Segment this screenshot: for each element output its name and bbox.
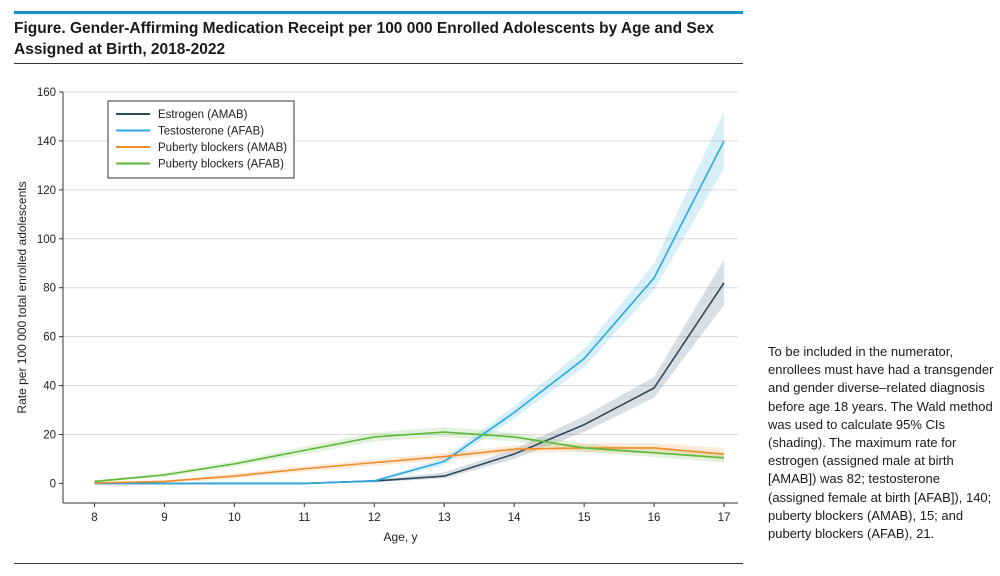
- figure-title: Figure. Gender-Affirming Medication Rece…: [14, 20, 714, 58]
- y-tick-label: 0: [50, 478, 56, 490]
- y-tick-label: 140: [37, 136, 56, 148]
- x-tick-label: 17: [718, 512, 731, 524]
- y-tick-label: 20: [43, 430, 56, 442]
- x-tick-label: 14: [508, 512, 521, 524]
- y-tick-label: 160: [37, 87, 56, 99]
- y-tick-label: 120: [37, 185, 56, 197]
- legend-label: Estrogen (AMAB): [158, 109, 248, 121]
- figure-note: To be included in the numerator, enrolle…: [768, 344, 994, 542]
- y-axis-label: Rate per 100 000 total enrolled adolesce…: [15, 181, 29, 413]
- ci-band: [94, 427, 725, 483]
- x-tick-label: 10: [228, 512, 241, 524]
- x-tick-label: 11: [298, 512, 310, 524]
- legend-label: Puberty blockers (AMAB): [158, 142, 287, 154]
- ci-band: [94, 443, 725, 484]
- x-tick-label: 16: [648, 512, 661, 524]
- x-axis-label: Age, y: [383, 530, 417, 544]
- y-tick-label: 40: [43, 381, 56, 393]
- top-accent-rule: [14, 11, 743, 14]
- y-tick-label: 100: [37, 234, 56, 246]
- bottom-divider: [14, 563, 743, 564]
- line-chart: 0 20 40 60 80 100 120 140 160 8 9 10 11 12 13 14 15 16 17 A…: [15, 87, 738, 544]
- title-divider: [14, 63, 743, 64]
- legend-label: Puberty blockers (AFAB): [158, 159, 284, 171]
- y-tick-label: 60: [43, 332, 56, 344]
- x-tick-label: 13: [438, 512, 451, 524]
- ci-band: [94, 259, 725, 484]
- x-tick-label: 8: [91, 512, 97, 524]
- x-tick-label: 9: [161, 512, 167, 524]
- series-line: [94, 140, 725, 485]
- series-line: [94, 447, 725, 484]
- x-tick-label: 15: [578, 512, 591, 524]
- series-line: [94, 431, 725, 483]
- x-tick-label: 12: [368, 512, 381, 524]
- y-tick-label: 80: [43, 283, 56, 295]
- legend-label: Testosterone (AFAB): [158, 126, 264, 138]
